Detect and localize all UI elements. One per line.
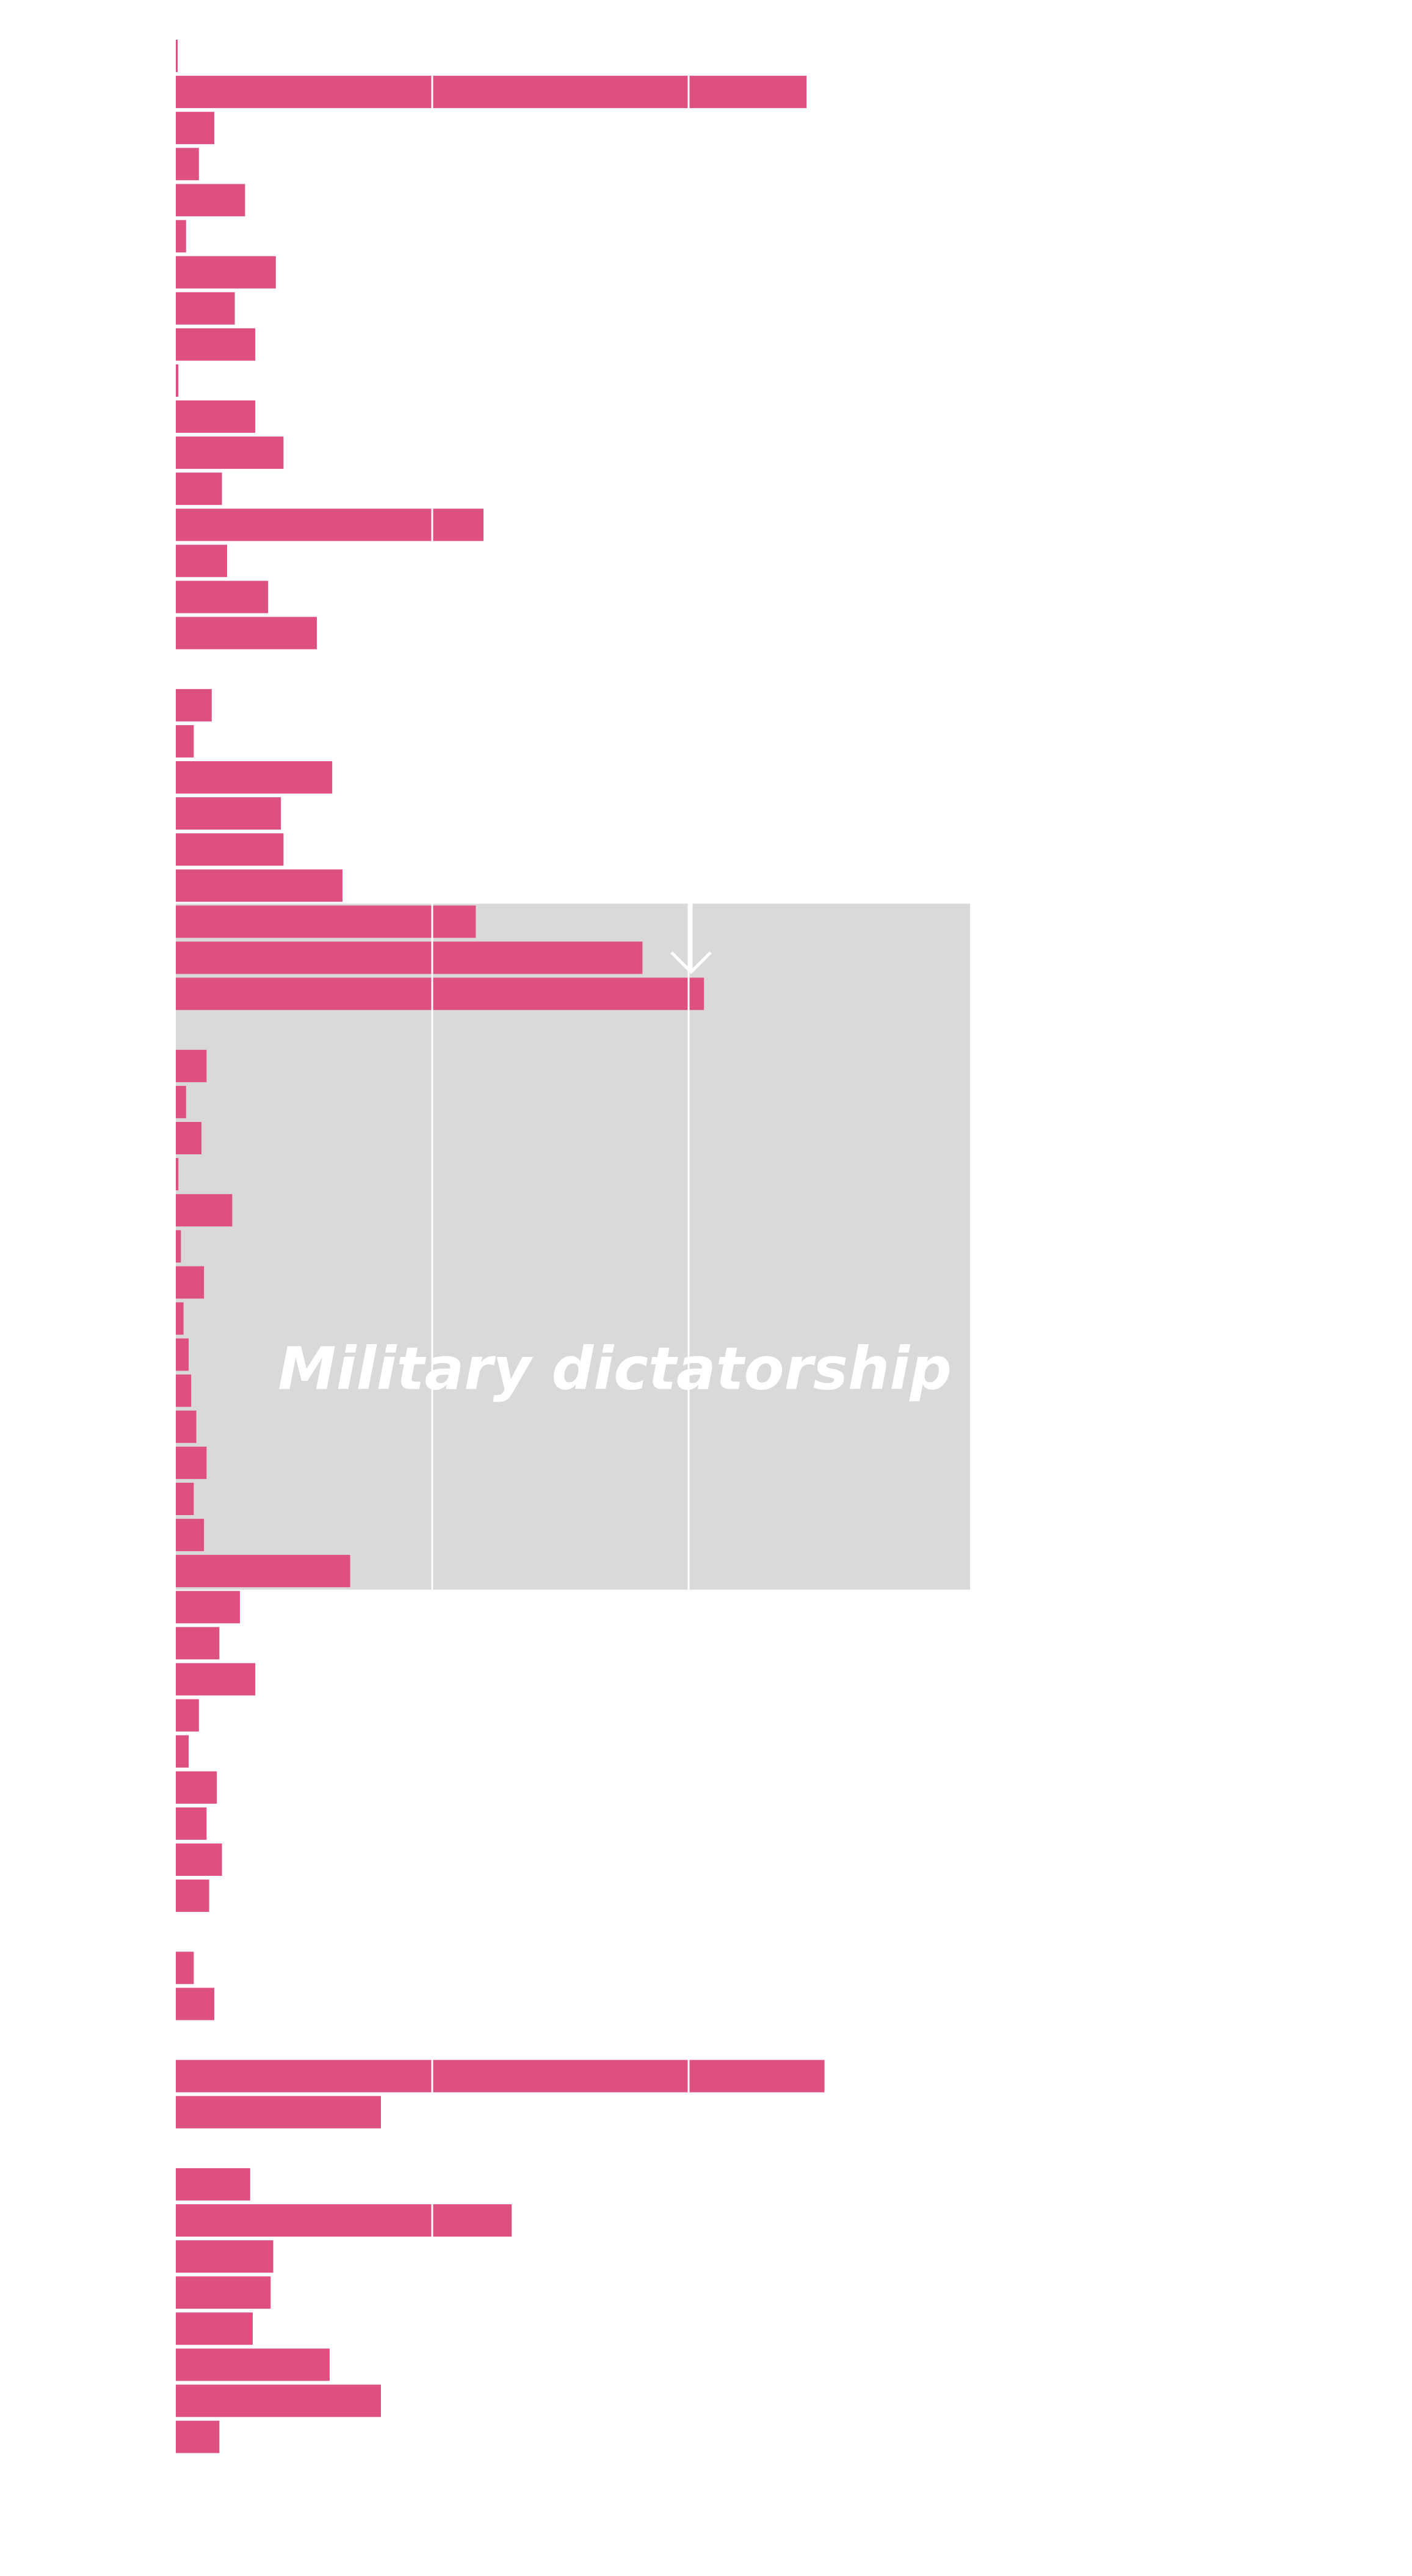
bar-44 (176, 1699, 199, 1732)
bar-1 (176, 76, 807, 109)
military-dictatorship-highlight (176, 903, 970, 1590)
bar-24 (176, 941, 643, 974)
bar-34 (176, 1338, 189, 1371)
gridlines-layer (431, 76, 690, 2237)
bar-30 (176, 1194, 233, 1227)
bar-7 (176, 292, 235, 325)
bar-15 (176, 581, 269, 613)
bar-36 (176, 1410, 197, 1443)
bar-27 (176, 1085, 186, 1118)
bar-55 (176, 2204, 512, 2237)
bar-0 (176, 40, 178, 72)
bar-43 (176, 1663, 256, 1696)
bar-19 (176, 761, 333, 794)
bar-40 (176, 1555, 350, 1588)
bar-28 (176, 1122, 201, 1154)
period-highlight-layer (176, 903, 970, 1590)
bar-2 (176, 112, 214, 145)
bar-16 (176, 617, 317, 649)
bar-25 (176, 977, 704, 1010)
bar-61 (176, 2420, 220, 2453)
bar-14 (176, 545, 227, 577)
bar-8 (176, 328, 256, 361)
bar-20 (176, 797, 281, 830)
bar-26 (176, 1049, 207, 1082)
bar-32 (176, 1266, 205, 1299)
bar-50 (176, 1952, 194, 1984)
bar-52 (176, 2060, 825, 2093)
bar-53 (176, 2096, 381, 2129)
bar-38 (176, 1483, 194, 1515)
bar-31 (176, 1230, 181, 1263)
bar-10 (176, 400, 256, 433)
bar-18 (176, 725, 194, 758)
bar-3 (176, 148, 199, 181)
bar-4 (176, 184, 245, 217)
bar-21 (176, 833, 284, 866)
bar-49 (176, 1880, 209, 1912)
bar-5 (176, 220, 186, 253)
bar-58 (176, 2312, 253, 2345)
bar-9 (176, 364, 179, 397)
bar-11 (176, 436, 284, 469)
bar-12 (176, 472, 222, 505)
bar-33 (176, 1302, 184, 1335)
bar-6 (176, 256, 276, 289)
arrow-head-icon (670, 951, 712, 974)
bar-39 (176, 1519, 205, 1552)
bar-22 (176, 869, 342, 902)
bar-41 (176, 1591, 240, 1624)
bar-60 (176, 2384, 381, 2417)
bar-57 (176, 2276, 271, 2309)
bar-13 (176, 508, 483, 541)
bar-23 (176, 905, 476, 938)
bar-47 (176, 1807, 207, 1840)
bar-46 (176, 1771, 217, 1804)
bar-59 (176, 2348, 330, 2381)
annotation-layer: Military dictatorship (278, 903, 952, 1403)
bar-35 (176, 1374, 192, 1407)
bar-48 (176, 1843, 222, 1876)
bar-54 (176, 2168, 250, 2201)
bar-17 (176, 689, 212, 722)
bar-45 (176, 1735, 189, 1768)
bar-42 (176, 1627, 220, 1660)
bar-37 (176, 1446, 207, 1479)
bar-51 (176, 1988, 214, 2021)
bar-29 (176, 1158, 179, 1191)
period-label: Military dictatorship (278, 1334, 952, 1403)
bar-56 (176, 2240, 273, 2273)
